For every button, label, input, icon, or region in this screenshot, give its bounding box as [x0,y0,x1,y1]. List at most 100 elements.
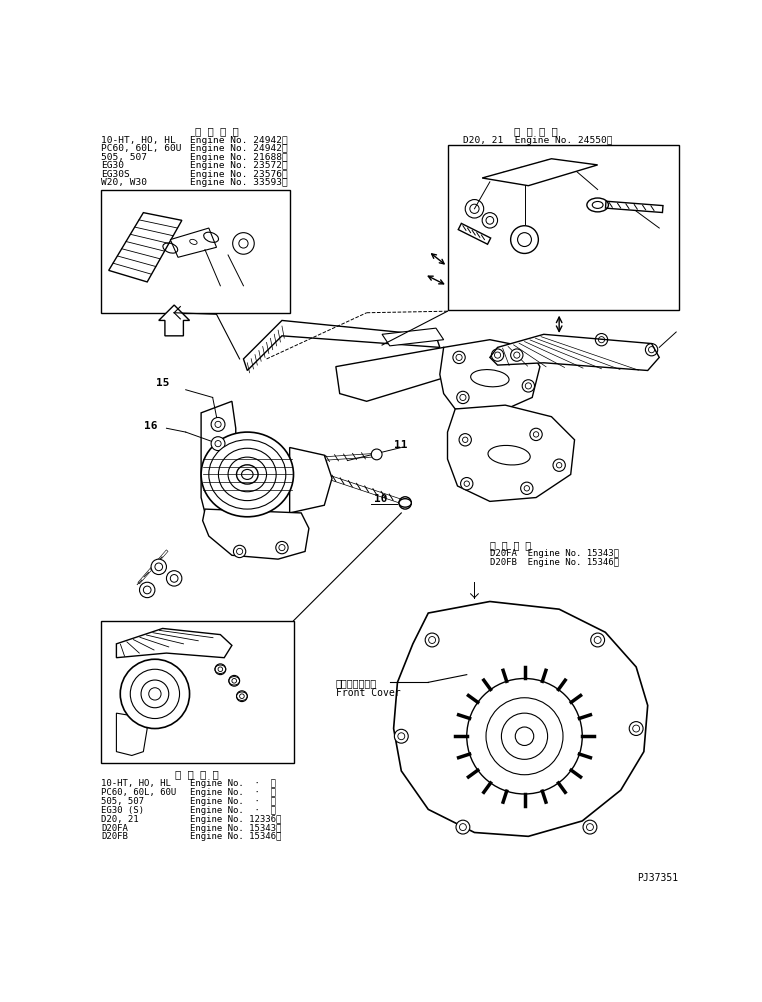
Text: W20, W30: W20, W30 [101,178,147,187]
Circle shape [501,713,548,760]
Circle shape [215,664,226,674]
Text: 15: 15 [156,378,169,388]
Ellipse shape [209,440,286,509]
Polygon shape [201,401,235,513]
Circle shape [429,636,436,643]
Text: D20, 21: D20, 21 [101,815,139,824]
Ellipse shape [236,465,258,484]
Circle shape [515,727,533,745]
Circle shape [239,694,245,698]
Circle shape [170,574,178,582]
Circle shape [467,678,582,794]
Text: Engine No. 24942～: Engine No. 24942～ [190,144,287,153]
Circle shape [583,821,597,834]
Circle shape [236,548,242,554]
Ellipse shape [219,448,276,501]
Text: EG30 (S): EG30 (S) [101,806,144,815]
Circle shape [218,667,223,671]
Circle shape [151,559,166,574]
Circle shape [525,383,531,389]
Circle shape [486,697,563,775]
Circle shape [211,437,225,451]
Circle shape [155,563,162,571]
Circle shape [399,497,411,509]
Circle shape [587,824,594,831]
Polygon shape [290,448,332,513]
Circle shape [629,721,643,735]
Text: 16: 16 [144,421,158,431]
Circle shape [211,418,225,431]
Circle shape [456,355,462,361]
Text: 適 用 号 機: 適 用 号 機 [194,126,239,136]
Text: Engine No.  ·  ～: Engine No. · ～ [190,806,276,815]
Circle shape [139,582,155,597]
Polygon shape [490,335,659,371]
Circle shape [556,463,562,468]
Circle shape [166,571,182,586]
Text: 505, 507: 505, 507 [101,797,144,806]
Circle shape [464,481,469,486]
Text: Engine No. 15343～: Engine No. 15343～ [190,824,281,833]
Text: 10-HT, HO, HL: 10-HT, HO, HL [101,780,171,789]
Text: 11: 11 [394,440,407,450]
Circle shape [520,482,533,494]
Circle shape [398,732,405,739]
Text: Engine No.  ·  ～: Engine No. · ～ [190,797,276,806]
Circle shape [215,421,221,428]
Text: D20FB  Engine No. 15346～: D20FB Engine No. 15346～ [490,558,619,567]
Circle shape [533,432,539,437]
Polygon shape [109,212,182,282]
Circle shape [395,729,408,743]
Circle shape [591,633,604,647]
Text: 505, 507: 505, 507 [101,152,147,161]
Circle shape [453,352,466,364]
Polygon shape [447,405,575,501]
Circle shape [143,586,151,594]
Circle shape [632,725,639,732]
Text: EG30: EG30 [101,161,124,170]
Polygon shape [203,509,309,559]
Circle shape [511,349,523,362]
Circle shape [553,459,565,471]
Text: 10-HT, HO, HL: 10-HT, HO, HL [101,135,176,144]
Text: Engine No. 23572～: Engine No. 23572～ [190,161,287,170]
Text: Engine No.  ·  ～: Engine No. · ～ [190,780,276,789]
Text: Engine No. 21688～: Engine No. 21688～ [190,152,287,161]
Text: PJ37351: PJ37351 [637,873,678,883]
Circle shape [141,680,168,707]
Circle shape [514,352,520,358]
Text: PC60, 60L, 60U: PC60, 60L, 60U [101,789,176,798]
Circle shape [459,395,466,401]
Text: 適 用 号 機: 適 用 号 機 [514,126,558,136]
Circle shape [215,441,221,447]
Text: PC60, 60L, 60U: PC60, 60L, 60U [101,144,181,153]
Circle shape [233,545,246,557]
Polygon shape [117,628,232,657]
Circle shape [460,478,473,490]
Text: 適 用 号 機: 適 用 号 機 [175,770,219,780]
Bar [101,189,290,313]
Text: フロントカバー: フロントカバー [336,678,377,688]
Text: EG30S: EG30S [101,169,130,178]
Circle shape [456,821,470,834]
Text: Engine No. 23576～: Engine No. 23576～ [190,169,287,178]
Polygon shape [336,348,455,401]
Polygon shape [158,305,190,336]
Polygon shape [243,321,440,371]
Circle shape [149,687,161,700]
Polygon shape [440,340,540,413]
Text: 10: 10 [374,494,388,504]
Circle shape [229,675,239,686]
Circle shape [530,428,543,441]
Bar [101,621,293,764]
Circle shape [120,659,190,728]
Bar [447,145,678,311]
Text: D20FA: D20FA [101,824,128,833]
Circle shape [524,486,530,491]
Circle shape [232,678,236,683]
Text: Front Cover: Front Cover [336,687,401,697]
Text: 適 用 号 機: 適 用 号 機 [490,540,531,550]
Ellipse shape [399,499,411,507]
Polygon shape [170,228,216,258]
Circle shape [371,449,382,460]
